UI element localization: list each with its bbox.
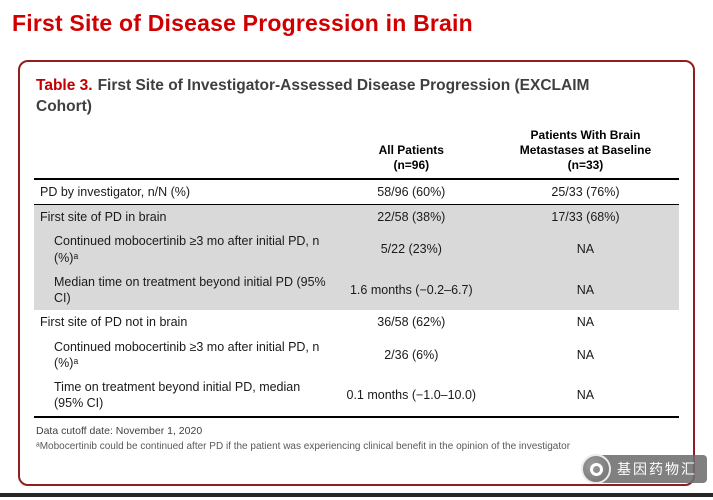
all-patients-value: 36/58 (62%) xyxy=(377,315,446,330)
data-table: All Patients (n=96) Patients With Brain … xyxy=(34,125,679,418)
bottom-divider-bar xyxy=(0,493,713,497)
all-patients-value: 0.1 months (−1.0–10.0) xyxy=(330,375,492,418)
header-row: All Patients (n=96) Patients With Brain … xyxy=(34,125,679,180)
brain-mets-value: NA xyxy=(576,347,595,362)
watermark-logo-ring xyxy=(589,462,603,476)
footnote: ᵃMobocertinib could be continued after P… xyxy=(36,440,571,452)
table-row: Median time on treatment beyond initial … xyxy=(34,269,679,311)
table-row: Time on treatment beyond initial PD, med… xyxy=(34,375,679,418)
brain-mets-value: 17/33 (68%) xyxy=(491,204,679,230)
row-label: Median time on treatment beyond initial … xyxy=(34,269,331,311)
col-header-brain-mets: Patients With Brain Metastases at Baseli… xyxy=(491,125,679,180)
all-patients-value: 22/58 (38%) xyxy=(330,204,492,230)
data-cutoff-note: Data cutoff date: November 1, 2020 xyxy=(36,424,203,437)
all-patients-value: 2/36 (6%) xyxy=(384,347,439,362)
brain-mets-value: NA xyxy=(491,269,679,311)
table-caption-text: First Site of Investigator-Assessed Dise… xyxy=(36,77,590,115)
all-patients-value: 5/22 (23%) xyxy=(330,229,492,270)
row-label: Continued mobocertinib ≥3 mo after initi… xyxy=(34,229,331,270)
table-row: Continued mobocertinib ≥3 mo after initi… xyxy=(34,229,679,270)
all-patients-value: 58/96 (60%) xyxy=(330,178,492,206)
brain-mets-value: NA xyxy=(491,229,679,270)
row-label: First site of PD in brain xyxy=(34,204,331,230)
brain-mets-value: NA xyxy=(491,375,679,418)
table-header: All Patients (n=96) Patients With Brain … xyxy=(34,125,679,180)
table-caption-label: Table 3. xyxy=(36,77,93,94)
table-row: First site of PD not in brain 36/58 (62%… xyxy=(34,310,679,334)
table-row: Continued mobocertinib ≥3 mo after initi… xyxy=(34,335,679,376)
row-label-header xyxy=(34,125,331,180)
watermark: 基因药物汇 xyxy=(581,454,707,484)
table-row: First site of PD in brain 22/58 (38%) 17… xyxy=(34,204,679,230)
row-label: First site of PD not in brain xyxy=(40,315,188,330)
row-label: Time on treatment beyond initial PD, med… xyxy=(34,375,331,418)
watermark-text: 基因药物汇 xyxy=(599,455,707,483)
table-card: Table 3. First Site of Investigator-Asses… xyxy=(18,60,695,486)
watermark-logo-icon xyxy=(581,454,611,484)
table-caption: Table 3. First Site of Investigator-Asses… xyxy=(36,76,596,118)
brain-mets-value: 25/33 (76%) xyxy=(491,178,679,206)
row-label: PD by investigator, n/N (%) xyxy=(34,178,331,206)
col-header-all-patients: All Patients (n=96) xyxy=(330,125,492,180)
brain-mets-value: NA xyxy=(576,315,595,330)
row-label: Continued mobocertinib ≥3 mo after initi… xyxy=(54,339,320,370)
table-row: PD by investigator, n/N (%) 58/96 (60%) … xyxy=(34,178,679,206)
all-patients-value: 1.6 months (−0.2–6.7) xyxy=(330,269,492,311)
page-title: First Site of Disease Progression in Bra… xyxy=(12,10,473,36)
table-body: PD by investigator, n/N (%) 58/96 (60%) … xyxy=(34,178,679,418)
